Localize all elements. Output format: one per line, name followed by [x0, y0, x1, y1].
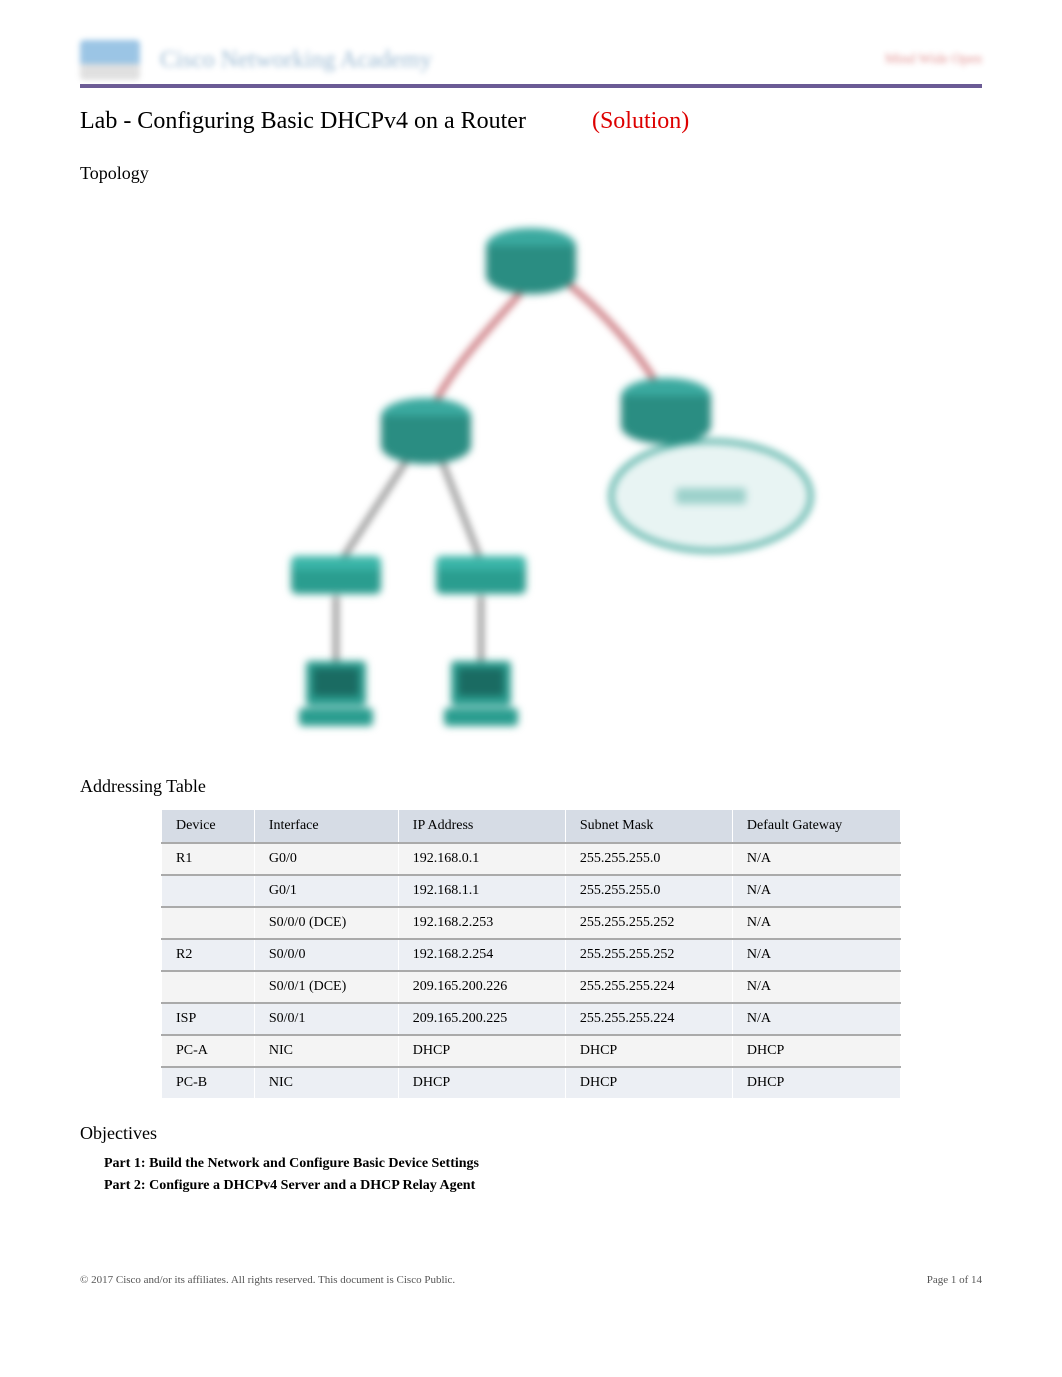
- table-cell: R1: [162, 843, 255, 875]
- switch-s2-icon: [436, 556, 526, 594]
- table-cell: 192.168.2.254: [398, 939, 565, 971]
- link-r1-s2: [436, 446, 481, 561]
- table-cell: 192.168.2.253: [398, 907, 565, 939]
- table-cell: 255.255.255.224: [565, 971, 732, 1003]
- table-cell: 255.255.255.0: [565, 875, 732, 907]
- router-isp-icon: [621, 378, 711, 444]
- cisco-logo-icon: [80, 40, 140, 80]
- title-main: Lab - Configuring Basic DHCPv4 on a Rout…: [80, 108, 526, 134]
- objective-item: Part 1: Build the Network and Configure …: [104, 1156, 982, 1172]
- table-cell: 255.255.255.224: [565, 1003, 732, 1035]
- table-row: R1G0/0192.168.0.1255.255.255.0N/A: [162, 843, 901, 875]
- table-cell: 255.255.255.252: [565, 939, 732, 971]
- table-cell: PC-A: [162, 1035, 255, 1067]
- table-cell: 209.165.200.226: [398, 971, 565, 1003]
- table-cell: S0/0/1 (DCE): [254, 971, 398, 1003]
- table-cell: 255.255.255.252: [565, 907, 732, 939]
- table-cell: [162, 971, 255, 1003]
- table-row: PC-ANICDHCPDHCPDHCP: [162, 1035, 901, 1067]
- router-r2-icon: [486, 228, 576, 294]
- table-row: G0/1192.168.1.1255.255.255.0N/A: [162, 875, 901, 907]
- table-cell: DHCP: [398, 1067, 565, 1099]
- table-cell: N/A: [732, 843, 900, 875]
- table-cell: S0/0/1: [254, 1003, 398, 1035]
- table-cell: 209.165.200.225: [398, 1003, 565, 1035]
- table-cell: N/A: [732, 939, 900, 971]
- link-r2-r1: [431, 281, 531, 411]
- router-r1-icon: [381, 398, 471, 464]
- section-topology: Topology: [80, 163, 982, 184]
- table-cell: G0/0: [254, 843, 398, 875]
- link-r1-s1: [341, 446, 416, 561]
- table-row: ISPS0/0/1209.165.200.225255.255.255.224N…: [162, 1003, 901, 1035]
- table-cell: DHCP: [732, 1067, 900, 1099]
- table-cell: DHCP: [732, 1035, 900, 1067]
- table-cell: NIC: [254, 1067, 398, 1099]
- logo-area: Cisco Networking Academy: [80, 40, 432, 80]
- table-cell: 192.168.0.1: [398, 843, 565, 875]
- section-objectives: Objectives: [80, 1123, 982, 1144]
- table-row: PC-BNICDHCPDHCPDHCP: [162, 1067, 901, 1099]
- header-divider: [80, 84, 982, 88]
- section-addressing: Addressing Table: [80, 776, 982, 797]
- topology-diagram: [80, 196, 982, 756]
- table-cell: N/A: [732, 971, 900, 1003]
- network-diagram-svg: [221, 196, 841, 756]
- page-title: Lab - Configuring Basic DHCPv4 on a Rout…: [80, 108, 982, 135]
- th-ip: IP Address: [398, 810, 565, 844]
- title-solution: (Solution): [592, 108, 689, 134]
- table-row: R2S0/0/0192.168.2.254255.255.255.252N/A: [162, 939, 901, 971]
- th-gateway: Default Gateway: [732, 810, 900, 844]
- table-cell: [162, 875, 255, 907]
- table-cell: [162, 907, 255, 939]
- table-cell: PC-B: [162, 1067, 255, 1099]
- header-right-text: Mind Wide Open: [885, 52, 982, 68]
- table-cell: NIC: [254, 1035, 398, 1067]
- table-cell: R2: [162, 939, 255, 971]
- table-cell: DHCP: [565, 1035, 732, 1067]
- table-cell: G0/1: [254, 875, 398, 907]
- addressing-table: Device Interface IP Address Subnet Mask …: [161, 809, 901, 1099]
- link-r2-isp: [551, 271, 661, 391]
- table-cell: 192.168.1.1: [398, 875, 565, 907]
- footer-page: Page 1 of 14: [927, 1274, 982, 1286]
- table-header-row: Device Interface IP Address Subnet Mask …: [162, 810, 901, 844]
- table-cell: N/A: [732, 907, 900, 939]
- page-footer: © 2017 Cisco and/or its affiliates. All …: [80, 1274, 982, 1286]
- table-cell: N/A: [732, 875, 900, 907]
- table-cell: N/A: [732, 1003, 900, 1035]
- objectives-list: Part 1: Build the Network and Configure …: [104, 1156, 982, 1194]
- academy-title: Cisco Networking Academy: [160, 47, 432, 74]
- pc-b-icon: [444, 661, 518, 726]
- table-row: S0/0/0 (DCE)192.168.2.253255.255.255.252…: [162, 907, 901, 939]
- objective-item: Part 2: Configure a DHCPv4 Server and a …: [104, 1178, 982, 1194]
- th-interface: Interface: [254, 810, 398, 844]
- th-mask: Subnet Mask: [565, 810, 732, 844]
- pc-a-icon: [299, 661, 373, 726]
- page-header: Cisco Networking Academy Mind Wide Open: [80, 40, 982, 80]
- table-row: S0/0/1 (DCE)209.165.200.226255.255.255.2…: [162, 971, 901, 1003]
- table-cell: S0/0/0: [254, 939, 398, 971]
- table-cell: DHCP: [565, 1067, 732, 1099]
- table-cell: DHCP: [398, 1035, 565, 1067]
- footer-copyright: © 2017 Cisco and/or its affiliates. All …: [80, 1274, 455, 1286]
- table-cell: S0/0/0 (DCE): [254, 907, 398, 939]
- table-cell: 255.255.255.0: [565, 843, 732, 875]
- cloud-label-bg: [676, 488, 746, 504]
- th-device: Device: [162, 810, 255, 844]
- table-cell: ISP: [162, 1003, 255, 1035]
- switch-s1-icon: [291, 556, 381, 594]
